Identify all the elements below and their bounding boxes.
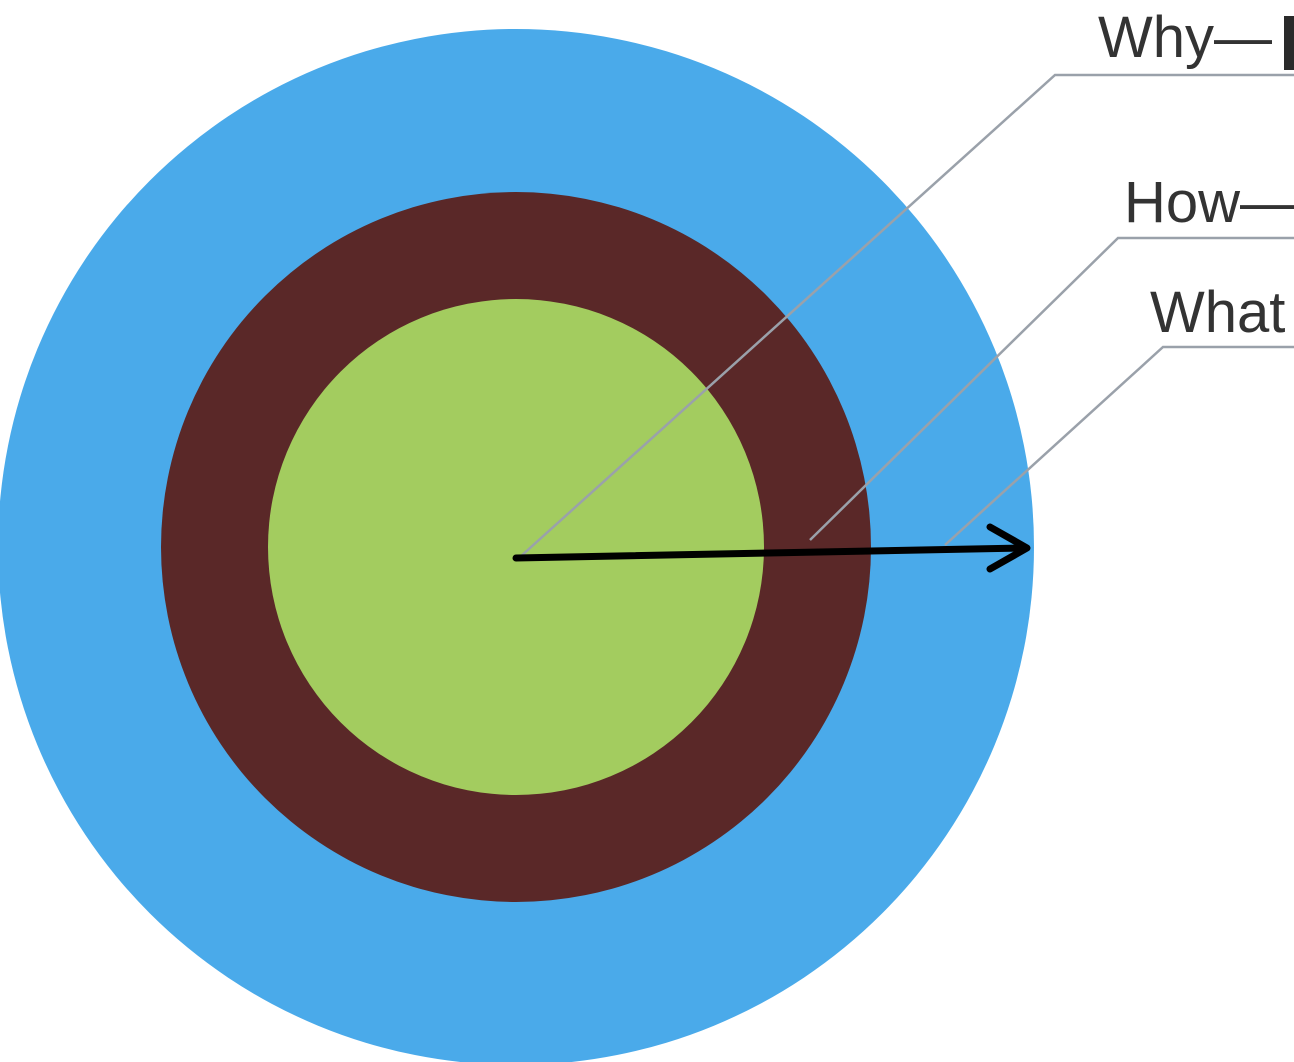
how-leader-line	[809, 236, 1294, 541]
arrow-right-icon	[512, 523, 1031, 573]
what-leader-line	[944, 345, 1294, 546]
label-why: Why—	[1098, 5, 1272, 70]
why-label-edge-mark	[1284, 16, 1294, 70]
why-leader-line	[519, 73, 1294, 558]
label-what: What	[1150, 280, 1285, 345]
label-how: How—	[1124, 170, 1294, 235]
inner-circle-what	[268, 299, 764, 795]
